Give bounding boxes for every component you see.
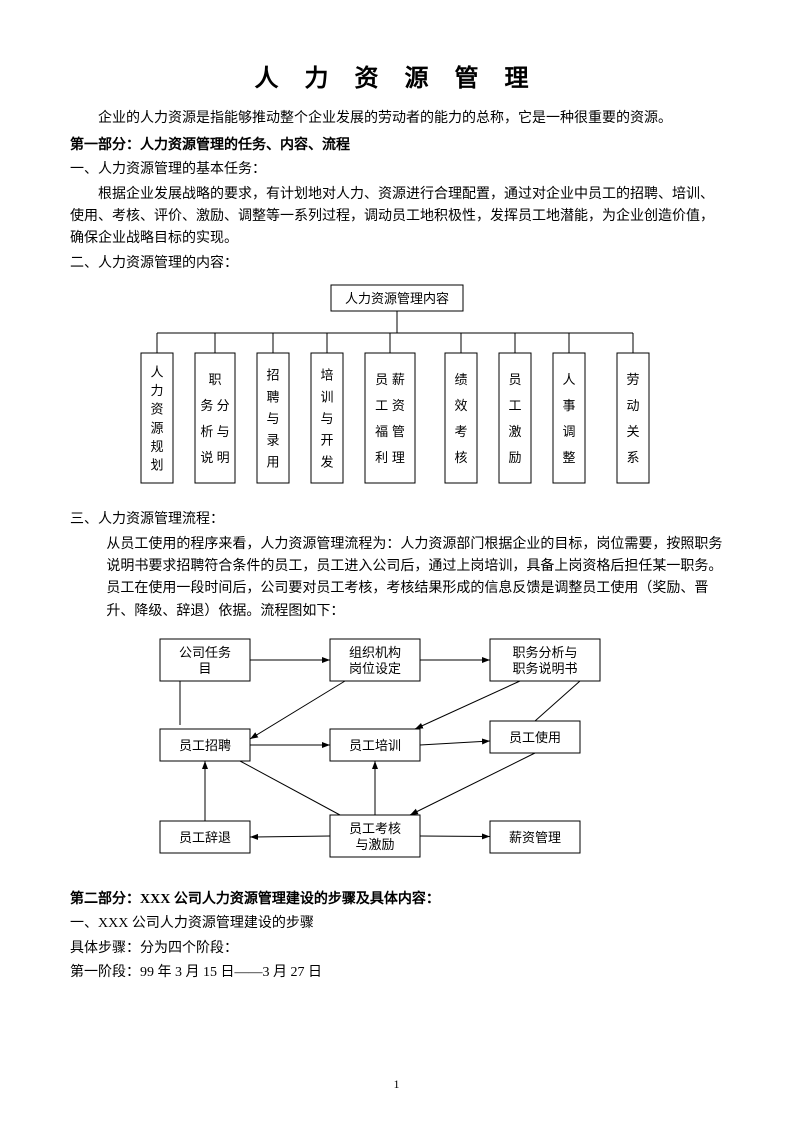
item-three-body: 从员工使用的程序来看，人力资源管理流程为：人力资源部门根据企业的目标，岗位需要，… (70, 534, 723, 624)
svg-text:员工辞退: 员工辞退 (179, 830, 231, 845)
svg-text:说 明: 说 明 (200, 450, 229, 465)
svg-text:资: 资 (391, 398, 404, 413)
svg-text:关: 关 (626, 424, 639, 439)
svg-text:员: 员 (508, 372, 521, 387)
part2-line3: 第一阶段：99 年 3 月 15 日——3 月 27 日 (70, 962, 723, 984)
svg-text:绩: 绩 (454, 372, 467, 387)
svg-text:划: 划 (150, 458, 163, 473)
page-number: 1 (0, 1075, 793, 1094)
item-one-body: 根据企业发展战略的要求，有计划地对人力、资源进行合理配置，通过对企业中员工的招聘… (70, 184, 723, 251)
svg-text:人: 人 (150, 365, 163, 380)
svg-text:福: 福 (375, 424, 388, 439)
svg-text:整: 整 (562, 450, 575, 465)
item-three-label: 三、人力资源管理流程： (70, 509, 723, 531)
svg-text:开: 开 (320, 433, 333, 448)
item-two-label: 二、人力资源管理的内容： (70, 253, 723, 275)
part2-line1: 一、XXX 公司人力资源管理建设的步骤 (70, 913, 723, 935)
svg-text:发: 发 (320, 454, 333, 469)
svg-text:人: 人 (562, 372, 575, 387)
svg-text:源: 源 (150, 420, 163, 435)
item-one-label: 一、人力资源管理的基本任务： (70, 159, 723, 181)
svg-text:员工考核: 员工考核 (349, 821, 401, 836)
svg-text:系: 系 (626, 450, 639, 465)
svg-text:激: 激 (508, 424, 521, 439)
svg-text:职: 职 (208, 372, 221, 387)
svg-text:调: 调 (562, 424, 575, 439)
svg-text:励: 励 (508, 450, 521, 465)
svg-text:资: 资 (150, 402, 163, 417)
svg-text:员工使用: 员工使用 (509, 730, 561, 745)
svg-text:职务说明书: 职务说明书 (512, 661, 577, 676)
svg-text:工: 工 (375, 398, 388, 413)
svg-text:员: 员 (375, 372, 388, 387)
svg-text:与: 与 (320, 411, 333, 426)
part2-header: 第二部分：XXX 公司人力资源管理建设的步骤及具体内容： (70, 889, 723, 911)
svg-text:薪资管理: 薪资管理 (509, 830, 561, 845)
svg-text:效: 效 (454, 398, 467, 413)
svg-text:核: 核 (454, 450, 467, 465)
svg-text:培: 培 (320, 368, 333, 383)
svg-text:聘: 聘 (266, 389, 279, 404)
svg-text:理: 理 (391, 450, 404, 465)
svg-text:人力资源管理内容: 人力资源管理内容 (344, 291, 448, 306)
svg-text:用: 用 (266, 454, 279, 469)
svg-text:录: 录 (266, 433, 279, 448)
svg-text:招: 招 (266, 368, 279, 383)
svg-text:规: 规 (150, 439, 163, 454)
part2-line2: 具体步骤：分为四个阶段： (70, 938, 723, 960)
svg-text:工: 工 (508, 398, 521, 413)
page-title: 人 力 资 源 管 理 (70, 60, 723, 98)
svg-text:组织机构: 组织机构 (349, 645, 401, 660)
svg-text:动: 动 (626, 398, 639, 413)
part1-header: 第一部分：人力资源管理的任务、内容、流程 (70, 135, 723, 157)
svg-text:岗位设定: 岗位设定 (349, 661, 401, 676)
intro-text: 企业的人力资源是指能够推动整个企业发展的劳动者的能力的总称，它是一种很重要的资源… (70, 108, 723, 130)
svg-text:利: 利 (375, 450, 388, 465)
svg-text:事: 事 (562, 398, 575, 413)
svg-text:薪: 薪 (391, 372, 404, 387)
svg-text:与: 与 (266, 411, 279, 426)
svg-text:劳: 劳 (626, 372, 639, 387)
flowchart-diagram: 公司任务目 组织机构岗位设定 职务分析与职务说明书员工招聘 员工培训 员工使用员工辞退 员… (130, 629, 650, 879)
svg-text:考: 考 (454, 424, 467, 439)
svg-text:管: 管 (391, 424, 404, 439)
svg-text:力: 力 (150, 383, 163, 398)
svg-text:训: 训 (320, 389, 333, 404)
svg-text:员工招聘: 员工招聘 (179, 738, 231, 753)
svg-text:务 分: 务 分 (200, 398, 229, 413)
svg-text:职务分析与: 职务分析与 (512, 645, 577, 660)
svg-text:公司任务: 公司任务 (179, 645, 231, 660)
svg-text:员工培训: 员工培训 (349, 738, 401, 753)
svg-text:目: 目 (198, 661, 211, 676)
tree-diagram: 人力资源管理内容人力资源规划职务 分析 与说 明招聘与录用培训与开发员工福利薪资… (117, 281, 677, 491)
svg-text:析 与: 析 与 (200, 424, 229, 439)
svg-text:与激励: 与激励 (355, 837, 394, 852)
